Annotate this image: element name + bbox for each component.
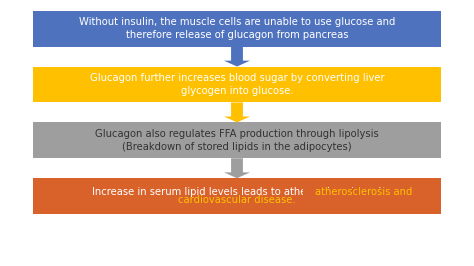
Bar	[33, 66, 441, 102]
Polygon shape	[224, 47, 250, 66]
Text: cardiovascular disease.: cardiovascular disease.	[178, 195, 296, 205]
Polygon shape	[224, 102, 250, 122]
Text: Glucagon also regulates FFA production through lipolysis
(Breakdown of stored li: Glucagon also regulates FFA production t…	[95, 129, 379, 152]
Polygon shape	[224, 158, 250, 178]
Bar	[33, 178, 441, 214]
Bar	[33, 122, 441, 158]
Bar	[33, 11, 441, 47]
Text: Glucagon further increases blood sugar by converting liver
glycogen into glucose: Glucagon further increases blood sugar b…	[90, 73, 384, 96]
Text: Increase in serum lipid levels leads to atherosclerosis and: Increase in serum lipid levels leads to …	[92, 188, 382, 197]
Bar	[303, 188, 424, 197]
Text: atherosclerosis and: atherosclerosis and	[315, 188, 412, 197]
Text: Without insulin, the muscle cells are unable to use glucose and
therefore releas: Without insulin, the muscle cells are un…	[79, 17, 395, 40]
